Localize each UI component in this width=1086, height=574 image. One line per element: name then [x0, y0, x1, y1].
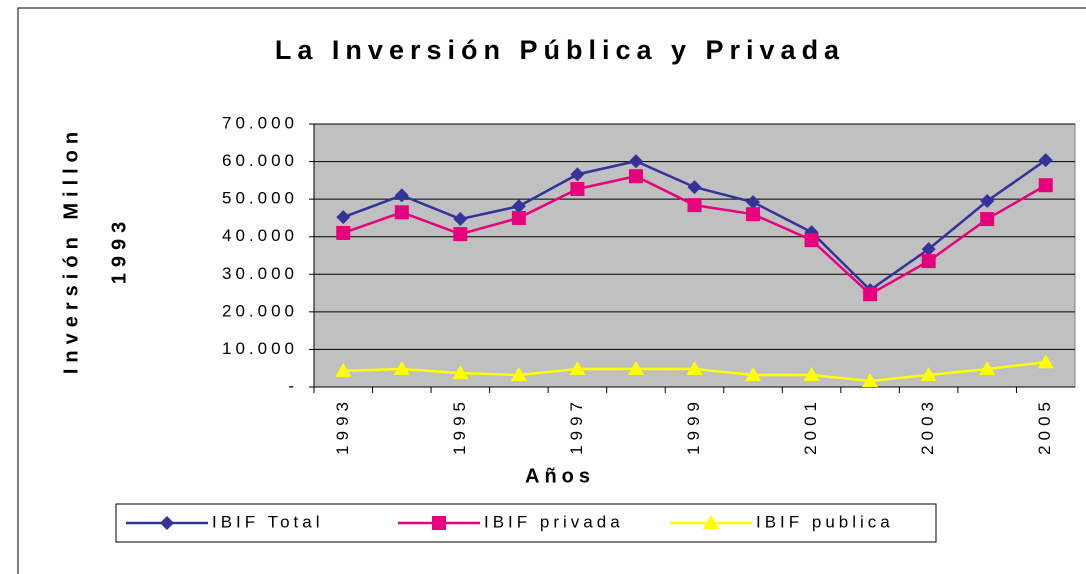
data-point [803, 366, 820, 381]
data-point [1038, 153, 1053, 168]
data-point [980, 212, 995, 227]
data-point [511, 210, 526, 225]
data-point [980, 194, 995, 209]
data-point [570, 167, 585, 182]
data-point [569, 360, 586, 375]
y-tick-label: 70.000 [222, 113, 298, 132]
plot-area [313, 123, 1076, 388]
data-point [687, 198, 702, 213]
data-point [921, 242, 936, 257]
data-point [863, 287, 878, 302]
data-point [746, 195, 761, 210]
legend-marker [432, 516, 446, 530]
y-tick-label: 30.000 [222, 264, 298, 283]
x-tick-label: 1999 [684, 397, 703, 455]
data-point [686, 360, 703, 375]
data-point [570, 181, 585, 196]
data-point [335, 362, 352, 377]
y-tick-label: 20.000 [222, 301, 298, 320]
data-point [452, 365, 469, 380]
y-tick-label: 60.000 [222, 151, 298, 170]
data-point [628, 169, 643, 184]
data-point [804, 233, 819, 248]
data-point [394, 205, 409, 220]
y-axis-label: 1993 [108, 216, 130, 285]
data-point [510, 366, 527, 381]
y-axis-label: Inversión Millon [60, 126, 82, 374]
legend-label: IBIF Total [212, 512, 324, 531]
data-point [336, 225, 351, 240]
data-point [1037, 354, 1054, 369]
data-point [628, 154, 643, 169]
y-tick-label: 10.000 [222, 339, 298, 358]
y-tick-label: 50.000 [222, 189, 298, 208]
data-point [336, 210, 351, 225]
data-point [979, 360, 996, 375]
data-point [453, 227, 468, 242]
x-tick-label: 2003 [918, 397, 937, 455]
data-point [862, 372, 879, 387]
legend-box [115, 503, 937, 543]
x-tick-label: 2005 [1035, 397, 1054, 455]
data-point [627, 360, 644, 375]
data-point [393, 360, 410, 375]
x-tick-label: 2001 [801, 397, 820, 455]
x-tick-label: 1997 [567, 397, 586, 455]
data-point [511, 199, 526, 214]
data-point [745, 366, 762, 381]
legend-label: IBIF publica [756, 512, 894, 531]
data-point [453, 212, 468, 227]
data-point [920, 366, 937, 381]
legend-label: IBIF privada [484, 512, 624, 531]
y-tick-label: 40.000 [222, 226, 298, 245]
x-tick-label: 1995 [450, 397, 469, 455]
chart-title: La Inversión Pública y Privada [275, 35, 845, 65]
data-point [687, 180, 702, 195]
data-point [921, 254, 936, 269]
legend-marker [160, 516, 174, 530]
x-axis-label: Años [525, 465, 595, 487]
data-point [394, 188, 409, 203]
y-tick-label: - [288, 376, 298, 395]
data-point [1038, 178, 1053, 193]
data-point [746, 207, 761, 222]
legend-marker [703, 515, 719, 529]
x-tick-label: 1993 [333, 397, 352, 455]
